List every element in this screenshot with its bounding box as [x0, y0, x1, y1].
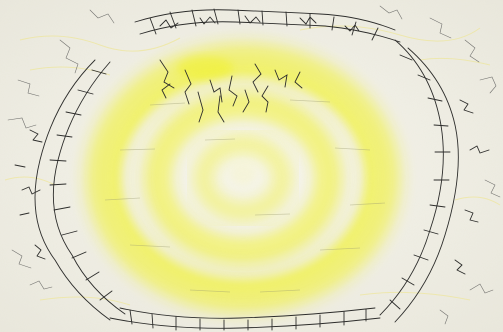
- drawing-canvas: [0, 0, 503, 332]
- artwork-photo: [0, 0, 503, 332]
- paper-grain: [0, 0, 503, 332]
